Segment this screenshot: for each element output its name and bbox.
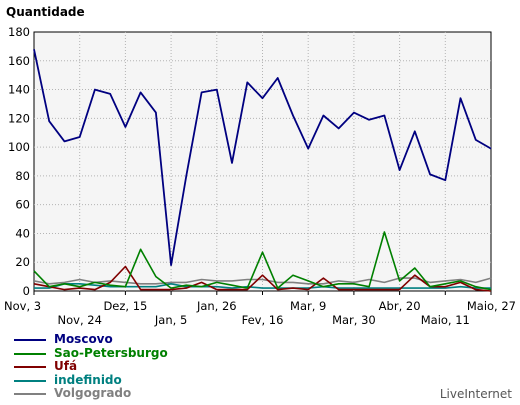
x-tick-label: Nov, 3 bbox=[4, 299, 41, 313]
legend-label: Sao-Petersburgo bbox=[54, 345, 168, 360]
x-tick-label: Maio, 11 bbox=[421, 313, 470, 327]
y-axis-label: Quantidade bbox=[6, 5, 85, 19]
legend-label: Moscovo bbox=[54, 332, 113, 346]
x-tick-label: Fev, 16 bbox=[242, 313, 284, 327]
series-line-sao-petersburgo bbox=[33, 231, 492, 291]
y-axis-ticks: 0 20 40 60 80 100 120 140 160 180 bbox=[8, 25, 30, 298]
legend-label: Volgogrado bbox=[54, 386, 132, 400]
legend-swatch bbox=[14, 339, 46, 341]
x-tick-label: Maio, 27 bbox=[467, 299, 516, 313]
y-tick-label: 40 bbox=[15, 226, 30, 240]
series-line-moscovo bbox=[33, 49, 492, 267]
brand-label: LiveInternet bbox=[439, 387, 512, 401]
x-tick-label: Mar, 30 bbox=[332, 313, 376, 327]
y-tick-label: 180 bbox=[8, 25, 30, 39]
series-line-uf- bbox=[33, 265, 492, 292]
legend-item: indefinido bbox=[14, 372, 168, 388]
y-tick-label: 20 bbox=[15, 255, 30, 269]
y-tick-label: 60 bbox=[15, 198, 30, 212]
grid bbox=[34, 32, 491, 291]
y-tick-label: 80 bbox=[15, 169, 30, 183]
series-line-indefinido bbox=[34, 282, 491, 289]
legend-swatch bbox=[14, 379, 46, 382]
y-tick-label: 140 bbox=[8, 83, 30, 97]
y-tick-label: 100 bbox=[8, 140, 30, 154]
legend-item: Sao-Petersburgo bbox=[14, 345, 168, 361]
x-tick-label: Mar, 9 bbox=[290, 299, 326, 313]
legend-item: Volgogrado bbox=[14, 386, 168, 401]
legend-swatch bbox=[14, 352, 46, 355]
legend-item: Ufá bbox=[14, 359, 168, 374]
series-lines bbox=[33, 49, 492, 292]
series-line-volgogrado bbox=[33, 277, 492, 285]
legend-label: Ufá bbox=[54, 359, 78, 373]
legend-label: indefinido bbox=[54, 372, 122, 387]
y-tick-label: 120 bbox=[8, 111, 30, 125]
x-tick-label: Nov, 24 bbox=[58, 313, 102, 327]
legend-swatch bbox=[14, 393, 46, 395]
legend: Moscovo Sao-Petersburgo Ufá indefinido Volgo… bbox=[14, 332, 168, 401]
x-tick-label: Jan, 26 bbox=[196, 299, 237, 313]
x-tick-label: Dez, 15 bbox=[103, 299, 147, 313]
x-tick-label: Abr, 20 bbox=[379, 299, 421, 313]
x-tick-label: Jan, 5 bbox=[154, 313, 187, 327]
y-tick-label: 160 bbox=[8, 54, 30, 68]
y-tick-label: 0 bbox=[23, 284, 30, 298]
legend-swatch bbox=[14, 366, 46, 368]
legend-item: Moscovo bbox=[14, 332, 168, 347]
